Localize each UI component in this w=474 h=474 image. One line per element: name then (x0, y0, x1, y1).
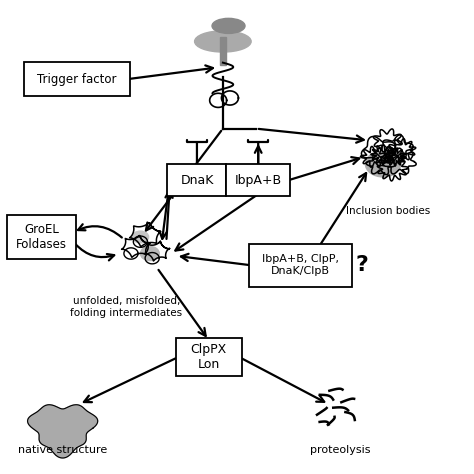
FancyBboxPatch shape (167, 164, 227, 197)
Text: ?: ? (356, 255, 368, 275)
FancyBboxPatch shape (176, 338, 242, 376)
FancyBboxPatch shape (7, 215, 76, 259)
Text: IbpA+B: IbpA+B (235, 174, 282, 187)
Text: DnaK: DnaK (180, 174, 214, 187)
Ellipse shape (365, 151, 401, 177)
Text: Inclusion bodies: Inclusion bodies (346, 206, 430, 216)
Text: ClpPX
Lon: ClpPX Lon (191, 343, 227, 371)
Text: unfolded, misfolded,
folding intermediates: unfolded, misfolded, folding intermediat… (70, 296, 182, 318)
Text: GroEL
Foldases: GroEL Foldases (16, 223, 67, 251)
Ellipse shape (132, 231, 149, 243)
Ellipse shape (212, 18, 245, 34)
Bar (219, 36, 226, 65)
Text: IbpA+B, ClpP,
DnaK/ClpB: IbpA+B, ClpP, DnaK/ClpB (262, 255, 339, 276)
Polygon shape (27, 405, 98, 458)
Text: proteolysis: proteolysis (310, 445, 371, 455)
FancyBboxPatch shape (227, 164, 290, 197)
Ellipse shape (195, 31, 251, 52)
FancyBboxPatch shape (249, 244, 353, 287)
Text: Trigger factor: Trigger factor (37, 73, 117, 86)
Text: native structure: native structure (18, 445, 107, 455)
FancyBboxPatch shape (24, 62, 130, 96)
Ellipse shape (140, 246, 159, 261)
